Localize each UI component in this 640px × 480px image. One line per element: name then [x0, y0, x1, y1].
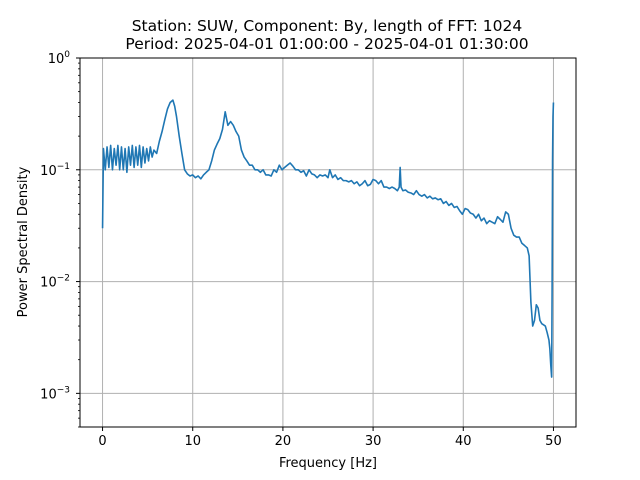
y-tick-label: 10−3 [40, 385, 70, 402]
data-series [101, 99, 555, 378]
plot-frame [79, 57, 577, 428]
psd-line [101, 99, 555, 378]
axis-ticks: 0 10 20 30 40 50 10−3 10−2 10−1 100 [40, 50, 562, 449]
y-axis-label: Power Spectral Density [16, 166, 31, 317]
y-tick-label: 100 [48, 50, 71, 67]
y-tick-label: 10−1 [40, 162, 70, 179]
chart-title: Station: SUW, Component: By, length of F… [132, 17, 523, 35]
x-tick-label: 40 [455, 434, 472, 449]
x-tick-label: 10 [184, 434, 201, 449]
chart-subtitle: Period: 2025-04-01 01:00:00 - 2025-04-01… [125, 35, 528, 53]
y-tick-label: 10−2 [40, 274, 70, 291]
x-tick-label: 20 [275, 434, 292, 449]
grid [80, 57, 576, 427]
x-tick-label: 0 [98, 434, 106, 449]
x-tick-label: 50 [545, 434, 562, 449]
x-axis-label: Frequency [Hz] [279, 456, 377, 471]
x-tick-label: 30 [365, 434, 382, 449]
